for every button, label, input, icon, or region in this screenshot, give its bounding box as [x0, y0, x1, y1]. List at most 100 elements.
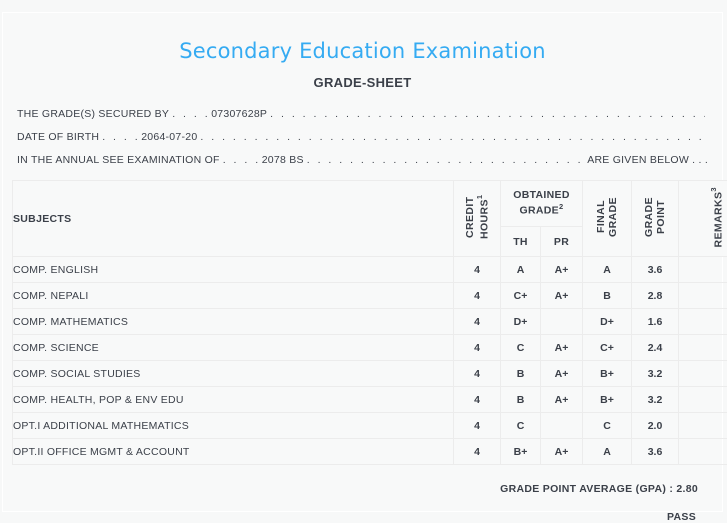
remarks-value	[679, 413, 727, 439]
col-header-grade-point-label: GRADE POINT	[643, 181, 667, 253]
remarks-value	[679, 439, 727, 465]
col-header-subjects: SUBJECTS	[13, 181, 454, 257]
final-grade-value: C	[583, 413, 632, 439]
practical-grade-value: A+	[541, 257, 583, 283]
exam-year-value: 2078 BS	[262, 154, 304, 166]
theory-grade-value: A	[501, 257, 541, 283]
symbol-label: THE GRADE(S) SECURED BY	[17, 108, 169, 120]
theory-grade-value: C	[501, 335, 541, 361]
credit-hours-value: 4	[454, 335, 501, 361]
credit-hours-value: 4	[454, 439, 501, 465]
remarks-value	[679, 387, 727, 413]
grade-point-value: 3.2	[632, 361, 679, 387]
credit-hours-value: 4	[454, 413, 501, 439]
subject-name: COMP. MATHEMATICS	[13, 309, 454, 335]
col-header-remarks-label: REMARKS3	[710, 187, 725, 247]
footnote-marker-2: 2	[559, 202, 563, 211]
page-subtitle: GRADE-SHEET	[3, 75, 722, 90]
final-grade-value: B+	[583, 361, 632, 387]
credit-hours-value: 4	[454, 283, 501, 309]
dob-label: DATE OF BIRTH	[17, 131, 99, 143]
practical-grade-value: A+	[541, 283, 583, 309]
theory-grade-value: B	[501, 361, 541, 387]
grade-point-value: 3.6	[632, 439, 679, 465]
col-header-remarks: REMARKS3	[679, 181, 727, 257]
result-footer: GRADE POINT AVERAGE (GPA) : 2.80 PASS	[3, 483, 698, 523]
leader-dots: . . . . . .	[172, 108, 208, 120]
credit-hours-value: 4	[454, 257, 501, 283]
footnote-marker-3: 3	[709, 187, 718, 192]
final-grade-value: A	[583, 257, 632, 283]
practical-grade-value: A+	[541, 335, 583, 361]
info-line-exam-year: IN THE ANNUAL SEE EXAMINATION OF . . . .…	[17, 154, 708, 166]
credit-hours-value: 4	[454, 387, 501, 413]
col-header-final-grade: FINAL GRADE	[583, 181, 632, 257]
practical-grade-value	[541, 309, 583, 335]
grades-table: SUBJECTS CREDIT HOURS1 OBTAINED GRADE2 F…	[12, 180, 727, 465]
final-grade-value: B+	[583, 387, 632, 413]
credit-hours-value: 4	[454, 309, 501, 335]
theory-grade-value: C+	[501, 283, 541, 309]
subject-name: OPT.I ADDITIONAL MATHEMATICS	[13, 413, 454, 439]
exam-year-label: IN THE ANNUAL SEE EXAMINATION OF	[17, 154, 220, 166]
grade-point-value: 2.0	[632, 413, 679, 439]
gpa-summary: GRADE POINT AVERAGE (GPA) : 2.80	[3, 483, 698, 495]
credit-hours-value: 4	[454, 361, 501, 387]
theory-grade-value: B	[501, 387, 541, 413]
grade-point-value: 3.6	[632, 257, 679, 283]
grade-sheet-card: Secondary Education Examination GRADE-SH…	[2, 12, 723, 512]
leader-dots: . . . . .	[102, 131, 138, 143]
grade-point-value: 2.4	[632, 335, 679, 361]
final-grade-value: D+	[583, 309, 632, 335]
col-header-credit-hours: CREDIT HOURS1	[454, 181, 501, 257]
page-title: Secondary Education Examination	[3, 39, 722, 63]
exam-year-line-tail: ARE GIVEN BELOW . . .	[587, 154, 708, 166]
remarks-value	[679, 283, 727, 309]
subject-name: COMP. ENGLISH	[13, 257, 454, 283]
col-header-final-grade-label: FINAL GRADE	[595, 181, 619, 253]
student-info-block: THE GRADE(S) SECURED BY . . . . . . 0730…	[17, 108, 708, 166]
grade-point-value: 2.8	[632, 283, 679, 309]
col-header-grade-point: GRADE POINT	[632, 181, 679, 257]
col-header-obtained-grade: OBTAINED GRADE2	[501, 181, 583, 227]
col-header-practical: PR	[541, 227, 583, 257]
subject-name: COMP. SOCIAL STUDIES	[13, 361, 454, 387]
remarks-value	[679, 257, 727, 283]
leader-dots: . . . . . . . . . . . . . . . . . . . . …	[200, 131, 705, 143]
grade-point-value: 3.2	[632, 387, 679, 413]
remarks-value	[679, 309, 727, 335]
footnote-marker-1: 1	[475, 195, 484, 200]
theory-grade-value: D+	[501, 309, 541, 335]
final-grade-value: B	[583, 283, 632, 309]
dob-value: 2064-07-20	[141, 131, 197, 143]
practical-grade-value: A+	[541, 387, 583, 413]
subject-name: COMP. HEALTH, POP & ENV EDU	[13, 387, 454, 413]
leader-dots: . . . . . .	[223, 154, 259, 166]
col-header-theory: TH	[501, 227, 541, 257]
practical-grade-value	[541, 413, 583, 439]
final-grade-value: A	[583, 439, 632, 465]
table-header-row-1: SUBJECTS CREDIT HOURS1 OBTAINED GRADE2 F…	[13, 181, 727, 227]
remarks-value	[679, 361, 727, 387]
theory-grade-value: C	[501, 413, 541, 439]
info-line-symbol: THE GRADE(S) SECURED BY . . . . . . 0730…	[17, 108, 708, 120]
col-header-credit-hours-label: CREDIT HOURS1	[464, 181, 491, 253]
final-grade-value: C+	[583, 335, 632, 361]
grade-point-value: 1.6	[632, 309, 679, 335]
remarks-value	[679, 335, 727, 361]
leader-dots: . . . . . . . . . . . . . . . . . . . . …	[307, 154, 584, 166]
subject-name: COMP. SCIENCE	[13, 335, 454, 361]
theory-grade-value: B+	[501, 439, 541, 465]
symbol-number-value: 07307628P	[211, 108, 267, 120]
subject-name: COMP. NEPALI	[13, 283, 454, 309]
practical-grade-value: A+	[541, 439, 583, 465]
